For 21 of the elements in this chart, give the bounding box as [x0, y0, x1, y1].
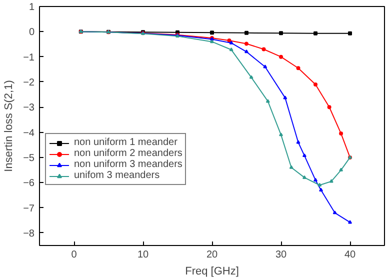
legend-label: unifom 3 meanders [74, 170, 160, 181]
y-tick-label: −4 [23, 128, 35, 139]
y-tick-label: −3 [23, 102, 35, 114]
y-tick-label: 1 [28, 2, 35, 13]
y-axis-title: Insertin loss S(2,1) [3, 80, 16, 172]
y-tick-label: −8 [23, 228, 35, 240]
legend-label: non uniform 3 meanders [74, 159, 182, 170]
y-tick-label: −7 [23, 203, 35, 214]
legend-label: non uniform 1 meander [74, 137, 178, 148]
legend-label: non uniform 2 meanders [74, 148, 182, 159]
y-tick-label: −2 [23, 77, 35, 88]
y-tick-label: 0 [28, 27, 35, 38]
x-tick-label: 10 [137, 250, 149, 260]
y-tick-label: −6 [23, 178, 35, 190]
y-tick-label: −1 [23, 52, 35, 64]
x-tick-label: 40 [344, 250, 356, 260]
y-tick-label: −5 [23, 152, 35, 164]
x-tick-label: 30 [275, 250, 287, 260]
x-tick-label: 0 [71, 250, 78, 260]
x-axis-title: Freq [GHz] [185, 266, 239, 278]
x-tick-label: 20 [206, 250, 218, 260]
